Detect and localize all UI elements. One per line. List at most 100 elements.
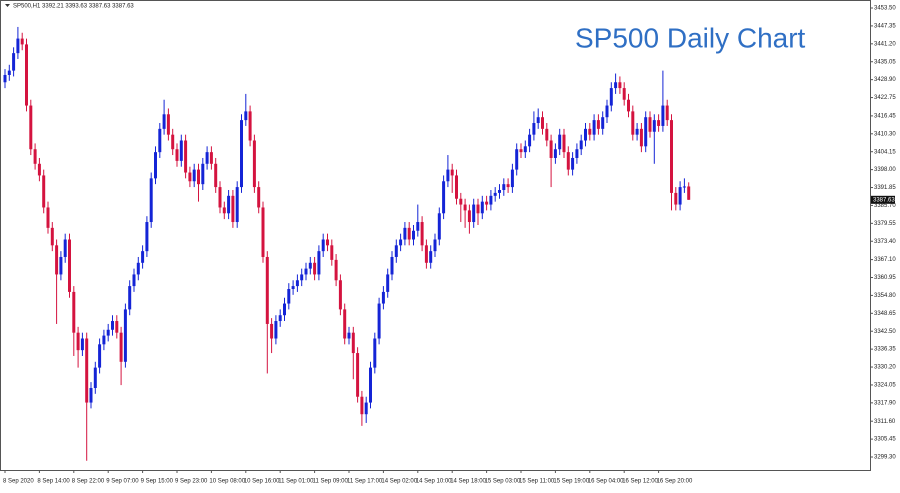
candle-body bbox=[558, 134, 562, 150]
y-tick-label: 3360.95 bbox=[874, 275, 896, 281]
candle-body bbox=[351, 332, 355, 354]
candle-body bbox=[601, 117, 605, 129]
candle-body bbox=[300, 274, 304, 281]
candle-body bbox=[222, 207, 226, 214]
candle-body bbox=[571, 157, 575, 170]
candle-body bbox=[407, 227, 411, 240]
candle-body bbox=[115, 321, 119, 333]
candle-body bbox=[566, 152, 570, 170]
candle-body bbox=[59, 256, 63, 275]
candle-body bbox=[541, 117, 544, 129]
candle-body bbox=[614, 82, 618, 89]
y-tick-label: 3324.05 bbox=[874, 383, 896, 389]
candle-body bbox=[25, 44, 28, 106]
candle-body bbox=[76, 332, 80, 351]
candle-body bbox=[274, 321, 278, 339]
candle-body bbox=[205, 152, 209, 164]
y-tick-label: 3336.35 bbox=[874, 347, 896, 353]
candle-body bbox=[347, 332, 351, 339]
candle-body bbox=[562, 134, 566, 153]
candle-body bbox=[532, 123, 536, 135]
y-tick-label: 3453.50 bbox=[874, 6, 896, 12]
candle-body bbox=[390, 256, 394, 275]
candle-body bbox=[123, 309, 127, 362]
candle-body bbox=[149, 178, 153, 223]
x-tick-label: 15 Sep 11:00 bbox=[519, 479, 555, 485]
candle-body bbox=[145, 222, 149, 252]
candle-body bbox=[214, 163, 218, 188]
candle-body bbox=[93, 367, 97, 389]
candle-body bbox=[326, 239, 329, 246]
candle-body bbox=[485, 201, 489, 205]
candle-body bbox=[16, 38, 20, 54]
y-tick-label: 3342.50 bbox=[874, 329, 896, 335]
candle-body bbox=[227, 195, 231, 214]
x-tick-label: 9 Sep 07:00 bbox=[106, 479, 139, 485]
candle-body bbox=[455, 175, 458, 199]
x-tick-label: 8 Sep 22:00 bbox=[72, 479, 105, 485]
candle-body bbox=[343, 309, 347, 339]
candle-body bbox=[536, 117, 540, 124]
x-tick-label: 14 Sep 02:00 bbox=[381, 479, 417, 485]
candle-body bbox=[197, 169, 200, 185]
candle-body bbox=[627, 99, 630, 112]
y-tick-label: 3398.00 bbox=[874, 167, 896, 173]
candle-body bbox=[291, 286, 295, 290]
candle-body bbox=[37, 163, 41, 176]
candle-body bbox=[424, 245, 428, 263]
candle-body bbox=[502, 184, 506, 190]
candle-body bbox=[661, 105, 665, 126]
candle-body bbox=[317, 251, 321, 275]
candle-body bbox=[631, 111, 635, 135]
candle-body bbox=[674, 192, 678, 205]
candle-body bbox=[29, 105, 33, 150]
candle-body bbox=[493, 192, 497, 196]
candle-body bbox=[3, 74, 7, 83]
candle-body bbox=[364, 402, 368, 415]
x-tick-label: 9 Sep 23:00 bbox=[175, 479, 208, 485]
x-tick-label: 15 Sep 03:00 bbox=[485, 479, 521, 485]
candle-body bbox=[446, 169, 450, 182]
candle-body bbox=[111, 321, 114, 330]
x-tick-label: 15 Sep 19:00 bbox=[553, 479, 589, 485]
candle-body bbox=[102, 335, 106, 345]
y-tick-label: 3305.45 bbox=[874, 437, 896, 443]
y-tick-label: 3311.60 bbox=[874, 419, 896, 425]
x-tick-label: 8 Sep 14:00 bbox=[37, 479, 70, 485]
y-tick-label: 3410.30 bbox=[874, 131, 896, 137]
candle-body bbox=[545, 128, 549, 141]
candle-body bbox=[184, 140, 188, 173]
candle-body bbox=[55, 245, 59, 275]
candle-body bbox=[141, 251, 145, 263]
candle-body bbox=[480, 201, 484, 214]
candle-body bbox=[334, 259, 338, 281]
candle-body bbox=[89, 388, 93, 403]
candle-body bbox=[489, 195, 493, 205]
candle-body bbox=[399, 239, 403, 246]
candle-body bbox=[42, 175, 46, 208]
y-tick-label: 3416.45 bbox=[874, 113, 896, 119]
candle-body bbox=[657, 120, 661, 126]
last-price-box bbox=[871, 195, 895, 204]
candle-body bbox=[519, 149, 523, 153]
candle-body bbox=[403, 227, 407, 240]
candle-body bbox=[670, 120, 673, 193]
candle-body bbox=[467, 210, 471, 223]
y-tick-label: 3447.35 bbox=[874, 23, 896, 29]
candle-body bbox=[665, 105, 669, 121]
candle-body bbox=[437, 213, 441, 240]
candle-body bbox=[154, 152, 157, 179]
candle-body bbox=[433, 239, 437, 252]
candle-body bbox=[188, 172, 192, 182]
candle-body bbox=[80, 338, 84, 351]
candle-body bbox=[648, 117, 652, 132]
candle-body bbox=[687, 186, 691, 200]
y-tick-label: 3435.05 bbox=[874, 59, 896, 65]
y-tick-label: 3422.75 bbox=[874, 95, 896, 101]
y-tick-label: 3404.15 bbox=[874, 149, 896, 155]
x-tick-label: 14 Sep 18:00 bbox=[450, 479, 486, 485]
candle-body bbox=[596, 120, 600, 129]
candle-body bbox=[584, 128, 587, 141]
candle-body bbox=[265, 256, 269, 324]
candle-body bbox=[295, 280, 299, 287]
